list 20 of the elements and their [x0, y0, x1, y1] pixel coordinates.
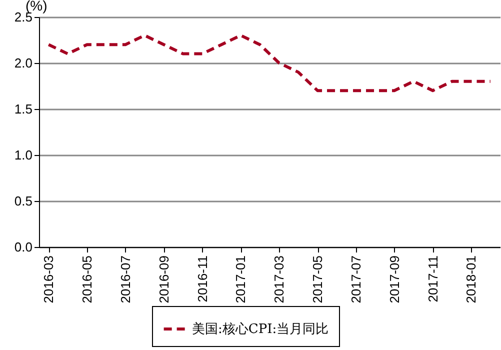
x-tick-label: 2017-11 — [425, 256, 440, 302]
x-tick-label: 2017-07 — [348, 256, 364, 304]
x-tick-label: 2016-11 — [194, 256, 210, 302]
x-tick-label: 2016-03 — [41, 256, 56, 304]
x-tick-label: 2017-05 — [310, 256, 326, 304]
y-tick-label: 1.5 — [14, 102, 32, 116]
x-tick-label: 2017-03 — [272, 256, 287, 304]
y-tick-label: 1.0 — [14, 148, 32, 162]
y-tick-label: 0.5 — [14, 194, 32, 208]
x-tick-label: 2017-09 — [386, 256, 402, 304]
line-series — [47, 34, 492, 92]
x-tick-label: 2016-07 — [118, 256, 133, 304]
x-tick-label: 2017-01 — [233, 256, 248, 304]
x-tick-label: 2018-01 — [464, 256, 479, 304]
legend-label: 美国:核心CPI:当月同比 — [192, 321, 329, 337]
x-tick-label: 2016-05 — [80, 256, 95, 304]
y-tick-label: 0.0 — [14, 240, 32, 254]
y-tick-label: 2.0 — [14, 56, 32, 70]
x-tick-label: 2016-09 — [156, 256, 172, 304]
y-axis-title: (%) — [26, 0, 48, 14]
